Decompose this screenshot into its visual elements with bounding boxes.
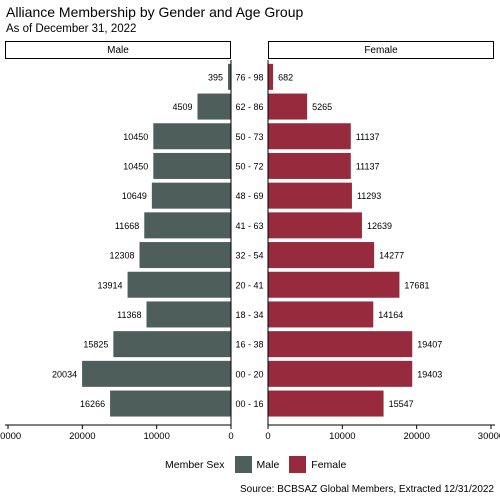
bar-male bbox=[228, 63, 231, 90]
bar-female bbox=[268, 331, 413, 358]
bar-male bbox=[139, 242, 231, 269]
source-caption: Source: BCBSAZ Global Members, Extracted… bbox=[239, 484, 494, 495]
bar-male bbox=[127, 271, 231, 298]
data-label-female: 14164 bbox=[378, 310, 403, 320]
bar-male bbox=[110, 390, 231, 417]
x-tick-label-female: 20000 bbox=[403, 431, 429, 442]
data-label-male: 15825 bbox=[83, 340, 108, 350]
age-group-label: 62 - 86 bbox=[235, 102, 263, 112]
age-group-label: 20 - 41 bbox=[235, 280, 263, 290]
data-label-female: 11137 bbox=[356, 132, 380, 142]
x-tick-label-female: 0 bbox=[265, 431, 270, 442]
bar-male bbox=[153, 123, 231, 150]
panel-label-female: Female bbox=[268, 41, 494, 59]
data-label-male: 10649 bbox=[122, 191, 147, 201]
bar-male bbox=[82, 360, 231, 387]
data-label-male: 20034 bbox=[52, 369, 77, 379]
legend-title: Member Sex bbox=[165, 458, 225, 471]
x-tick-label-male: 0 bbox=[228, 431, 233, 442]
legend-label-female: Female bbox=[311, 458, 347, 471]
data-label-female: 19407 bbox=[417, 340, 442, 350]
age-group-label: 76 - 98 bbox=[235, 72, 263, 82]
age-group-label: 41 - 63 bbox=[235, 221, 263, 231]
chart-title: Alliance Membership by Gender and Age Gr… bbox=[6, 4, 304, 20]
data-label-male: 4509 bbox=[172, 102, 192, 112]
x-tick-label-female: 30000 bbox=[478, 431, 500, 442]
data-label-female: 14277 bbox=[379, 251, 404, 261]
bar-female bbox=[268, 390, 384, 417]
data-label-male: 10450 bbox=[123, 132, 148, 142]
bar-female bbox=[268, 242, 375, 269]
data-label-male: 11668 bbox=[115, 221, 139, 231]
chart-subtitle: As of December 31, 2022 bbox=[6, 23, 137, 35]
bar-female bbox=[268, 123, 351, 150]
data-label-male: 11368 bbox=[117, 310, 141, 320]
age-group-label: 50 - 72 bbox=[235, 161, 263, 171]
bar-male bbox=[197, 93, 231, 120]
x-tick-label-male: 20000 bbox=[69, 431, 95, 442]
bar-male bbox=[113, 331, 231, 358]
x-tick-label-male: 10000 bbox=[143, 431, 169, 442]
age-group-label: 50 - 73 bbox=[235, 132, 263, 142]
age-group-label: 00 - 16 bbox=[235, 399, 263, 409]
legend-label-male: Male bbox=[256, 458, 280, 471]
data-label-male: 13914 bbox=[98, 280, 123, 290]
bar-male bbox=[146, 301, 231, 328]
data-label-female: 682 bbox=[278, 72, 293, 82]
bar-female bbox=[268, 360, 413, 387]
age-group-label: 32 - 54 bbox=[235, 251, 263, 261]
age-group-label: 18 - 34 bbox=[235, 310, 263, 320]
data-label-female: 15547 bbox=[389, 399, 414, 409]
bar-female bbox=[268, 182, 352, 209]
data-label-male: 395 bbox=[208, 72, 223, 82]
data-label-female: 12639 bbox=[367, 221, 392, 231]
data-label-female: 5265 bbox=[312, 102, 332, 112]
bar-female bbox=[268, 93, 308, 120]
age-group-label: 16 - 38 bbox=[235, 340, 263, 350]
age-group-label: 00 - 20 bbox=[235, 369, 263, 379]
data-label-male: 10450 bbox=[123, 161, 148, 171]
x-tick-label-male: 30000 bbox=[0, 431, 21, 442]
bar-male bbox=[144, 212, 231, 239]
data-label-female: 17681 bbox=[404, 280, 429, 290]
x-tick-label-female: 10000 bbox=[329, 431, 355, 442]
bar-male bbox=[151, 182, 231, 209]
data-label-female: 19403 bbox=[417, 369, 442, 379]
panel-label-male: Male bbox=[5, 41, 231, 59]
age-group-label: 48 - 69 bbox=[235, 191, 263, 201]
data-label-male: 16266 bbox=[80, 399, 105, 409]
bar-female bbox=[268, 271, 400, 298]
data-label-female: 11293 bbox=[357, 191, 381, 201]
data-label-male: 12308 bbox=[109, 251, 134, 261]
bar-female bbox=[268, 301, 374, 328]
legend-key-female bbox=[289, 456, 307, 473]
legend: Member Sex Male Female bbox=[165, 456, 346, 473]
legend-key-male bbox=[234, 456, 252, 473]
data-label-female: 11137 bbox=[356, 161, 380, 171]
bar-female bbox=[268, 152, 351, 179]
bar-male bbox=[153, 152, 231, 179]
bar-female bbox=[268, 63, 274, 90]
bar-female bbox=[268, 212, 362, 239]
